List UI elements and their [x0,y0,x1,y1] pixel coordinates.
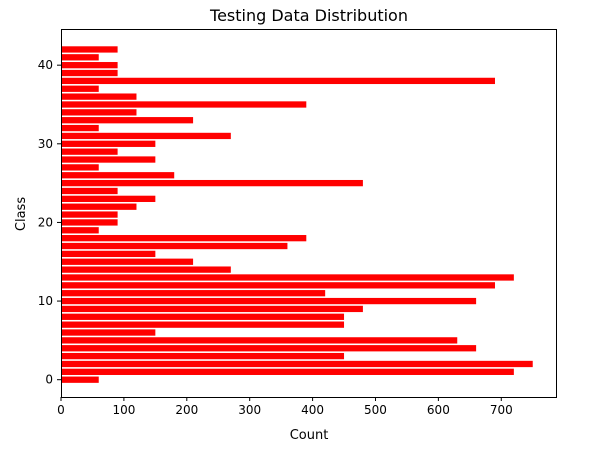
y-axis-label: Class [14,197,29,231]
bar-class-26 [61,172,175,179]
bar-class-10 [61,297,477,305]
bar-class-35 [61,101,307,108]
bar-class-33 [61,117,194,124]
bar-class-4 [61,345,477,352]
bar-class-1 [61,368,514,375]
x-tick-label: 600 [427,403,450,417]
bar-class-25 [61,179,363,187]
bar-class-19 [61,227,99,234]
bar-class-20 [61,219,118,226]
bar-class-6 [61,329,156,336]
bars-group [61,46,533,383]
bar-class-13 [61,274,514,281]
y-axis: 0 10 20 30 40 [38,58,61,387]
y-tick-label: 0 [45,373,53,387]
bar-class-21 [61,211,118,218]
x-axis: 0 100 200 300 400 500 600 700 [57,397,513,417]
bar-class-16 [61,250,156,258]
bar-class-18 [61,235,307,242]
x-tick-label: 0 [57,403,65,417]
bar-class-3 [61,352,345,360]
y-tick-label: 10 [38,294,53,308]
bar-class-11 [61,290,326,297]
bar-class-9 [61,305,363,313]
bar-class-22 [61,203,137,210]
x-tick-label: 300 [238,403,261,417]
y-tick-label: 40 [38,58,53,72]
y-tick-label: 30 [38,137,53,151]
bar-class-12 [61,282,495,289]
bar-class-40 [61,62,118,69]
bar-class-30 [61,140,156,147]
x-tick-label: 200 [175,403,198,417]
bar-class-29 [61,148,118,155]
bar-class-14 [61,266,231,273]
bar-class-41 [61,54,99,61]
bar-class-31 [61,132,231,140]
x-tick-label: 400 [301,403,324,417]
bar-class-37 [61,85,99,92]
bar-class-15 [61,258,194,265]
plot-area-frame [61,29,557,398]
bar-class-28 [61,156,156,163]
bar-class-39 [61,69,118,77]
bar-class-2 [61,360,533,368]
x-axis-label: Count [290,428,329,443]
bar-class-5 [61,337,458,344]
x-tick-label: 500 [364,403,387,417]
bar-class-32 [61,124,99,132]
chart-title: Testing Data Distribution [209,6,408,25]
bar-class-27 [61,164,99,171]
y-tick-label: 20 [38,215,53,229]
bar-class-34 [61,109,137,116]
bar-class-42 [61,46,118,53]
bar-class-36 [61,93,137,100]
bar-class-7 [61,321,345,328]
bar-class-0 [61,376,99,383]
x-tick-label: 700 [490,403,513,417]
bar-class-24 [61,187,118,195]
bar-class-17 [61,242,288,250]
bar-class-23 [61,195,156,202]
bar-class-38 [61,77,495,85]
bar-class-8 [61,313,345,320]
x-tick-label: 100 [112,403,135,417]
